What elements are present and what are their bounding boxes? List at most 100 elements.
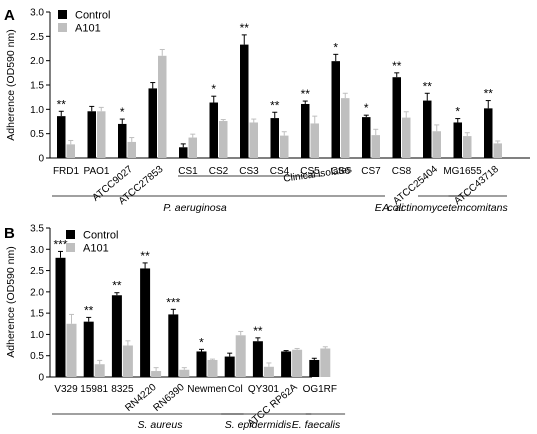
- significance-marker: *: [455, 105, 460, 119]
- y-tick-label: 1.0: [30, 105, 44, 116]
- x-tick-label: CS6: [331, 166, 351, 177]
- bar-a101: [188, 137, 197, 158]
- bar-control: [362, 117, 371, 158]
- bar-control: [224, 356, 235, 377]
- x-tick-label: RN6390: [152, 382, 188, 414]
- bar-a101: [280, 135, 289, 158]
- significance-marker: *: [364, 101, 369, 115]
- panel-label: B: [4, 225, 15, 242]
- y-axis-label: Adherence (OD590 nm): [5, 29, 17, 140]
- bar-a101: [122, 345, 133, 377]
- bar-a101: [235, 335, 246, 377]
- x-tick-label: MG1655: [443, 166, 482, 177]
- bar-control: [423, 100, 432, 158]
- x-tick-label: QY301: [248, 384, 280, 395]
- y-tick-label: 1.5: [30, 309, 44, 320]
- bar-control: [140, 268, 151, 377]
- bar-control: [196, 351, 207, 377]
- bar-a101: [371, 135, 380, 158]
- bar-a101: [94, 364, 105, 377]
- bar-control: [240, 44, 249, 158]
- x-tick-label: PAO1: [84, 166, 110, 177]
- chart-panel-b: B Adherence (OD590 nm) 0 0.5 1.0 1.5 2.0 2.5 3.0…: [4, 224, 346, 431]
- group-label: A. actinomycetemcomitans: [381, 202, 508, 214]
- bar-a101: [402, 117, 411, 158]
- y-tick-label: 3.0: [30, 245, 44, 256]
- bar-control: [484, 108, 493, 158]
- bar-a101: [127, 141, 136, 158]
- bar-control: [331, 61, 340, 158]
- bar-control: [252, 341, 263, 377]
- y-tick-label: 0: [38, 154, 44, 165]
- bar-control: [392, 77, 401, 158]
- bar-a101: [310, 123, 319, 158]
- bar-control: [148, 88, 157, 158]
- group-label: S. aureus: [138, 419, 184, 431]
- y-tick-label: 2.0: [30, 287, 44, 298]
- legend-label-control: Control: [83, 230, 118, 242]
- x-tick-label: CS2: [209, 166, 229, 177]
- bar-control: [209, 102, 218, 158]
- significance-marker: *: [211, 82, 216, 96]
- bar-a101: [158, 55, 167, 158]
- bar-control: [118, 123, 127, 158]
- group-label: E. coli: [375, 202, 404, 214]
- x-tick-label: V329: [54, 384, 78, 395]
- significance-marker: *: [333, 40, 338, 54]
- y-tick-label: 2.0: [30, 56, 44, 67]
- x-tick-label: CS3: [239, 166, 259, 177]
- panel-label: A: [4, 7, 15, 24]
- significance-marker: **: [253, 324, 263, 338]
- x-tick-label: CS5: [300, 166, 320, 177]
- bar-control: [281, 351, 292, 377]
- significance-marker: ***: [166, 295, 180, 309]
- x-tick-label: Newmen: [187, 384, 226, 395]
- significance-marker: **: [301, 87, 311, 101]
- group-label: S. epidermidis: [225, 419, 292, 431]
- bar-a101: [320, 348, 331, 377]
- x-tick-label: CS8: [392, 166, 412, 177]
- bar-a101: [179, 369, 190, 377]
- significance-marker: **: [392, 59, 402, 73]
- y-tick-label: 2.5: [30, 266, 44, 277]
- legend-label-a101: A101: [75, 23, 101, 35]
- legend-swatch-control: [58, 10, 67, 19]
- x-tick-label: CS1: [178, 166, 198, 177]
- bar-a101: [432, 131, 441, 158]
- significance-marker: **: [423, 79, 433, 93]
- significance-marker: ***: [53, 237, 67, 251]
- bar-control: [55, 257, 66, 377]
- y-tick-label: 3.5: [30, 224, 44, 235]
- significance-marker: **: [240, 21, 250, 35]
- x-tick-label: Col: [228, 384, 243, 395]
- y-tick-label: 1.5: [30, 81, 44, 92]
- significance-marker: **: [484, 87, 494, 101]
- y-tick-label: 0.5: [30, 129, 44, 140]
- legend-swatch-a101: [66, 243, 75, 252]
- legend-swatch-a101: [58, 23, 67, 32]
- bar-a101: [493, 143, 502, 158]
- significance-marker: **: [270, 98, 280, 112]
- bar-control: [309, 359, 320, 377]
- y-tick-label: 2.5: [30, 32, 44, 43]
- bar-a101: [151, 371, 162, 377]
- x-tick-label: FRD1: [53, 166, 80, 177]
- x-tick-label: 15981: [80, 384, 108, 395]
- significance-marker: **: [57, 97, 67, 111]
- y-tick-label: 1.0: [30, 330, 44, 341]
- y-axis-label: Adherence (OD590 nm): [5, 246, 17, 357]
- legend-label-control: Control: [75, 10, 110, 22]
- bar-control: [270, 118, 279, 158]
- x-tick-label: CS7: [361, 166, 381, 177]
- bar-control: [179, 147, 188, 158]
- chart-panel-a: A Adherence (OD590 nm) 0 0.5 1.0 1.5 2.0 2.5 3.0…: [4, 7, 530, 214]
- bar-a101: [97, 111, 106, 158]
- y-tick-label: 0: [38, 373, 44, 384]
- bar-control: [111, 295, 122, 377]
- bar-a101: [249, 122, 258, 158]
- y-tick-label: 3.0: [30, 8, 44, 19]
- bar-a101: [66, 323, 77, 377]
- bar-a101: [219, 121, 228, 158]
- legend-swatch-control: [66, 230, 75, 239]
